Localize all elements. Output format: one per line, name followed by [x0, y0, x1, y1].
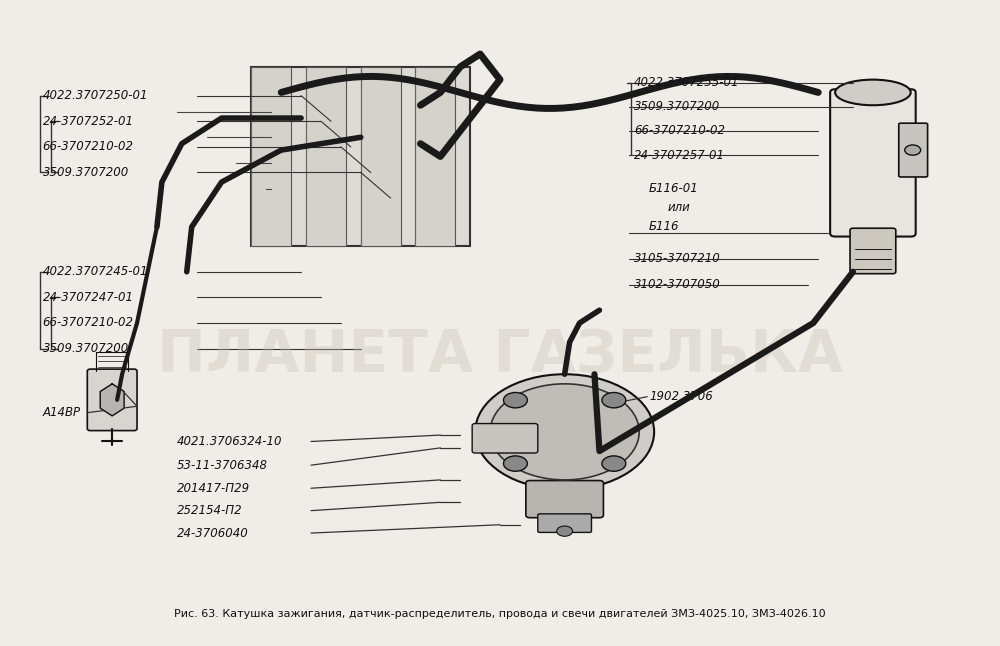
FancyBboxPatch shape	[538, 514, 591, 532]
Text: или: или	[667, 201, 690, 214]
Text: 24-3707247-01: 24-3707247-01	[43, 291, 134, 304]
Circle shape	[503, 393, 527, 408]
Circle shape	[503, 456, 527, 472]
Text: 66-3707210-02: 66-3707210-02	[634, 125, 725, 138]
Circle shape	[602, 393, 626, 408]
Circle shape	[475, 374, 654, 490]
Ellipse shape	[835, 79, 911, 105]
Bar	[415, 67, 455, 246]
Text: 66-3707210-02: 66-3707210-02	[43, 317, 134, 329]
Text: Б116: Б116	[649, 220, 680, 233]
Text: 24-3706040: 24-3706040	[177, 526, 249, 539]
Text: Рис. 63. Катушка зажигания, датчик-распределитель, провода и свечи двигателей ЗМ: Рис. 63. Катушка зажигания, датчик-распр…	[174, 609, 826, 620]
Text: 53-11-3706348: 53-11-3706348	[177, 459, 268, 472]
Circle shape	[490, 384, 639, 480]
Circle shape	[557, 526, 573, 536]
FancyBboxPatch shape	[251, 67, 470, 246]
Text: 3509.3707200: 3509.3707200	[43, 166, 129, 179]
FancyBboxPatch shape	[526, 481, 603, 517]
Text: А14ВР: А14ВР	[43, 406, 81, 419]
Bar	[306, 67, 346, 246]
Text: 4022.3707245-01: 4022.3707245-01	[43, 266, 148, 278]
Text: 252154-П2: 252154-П2	[177, 504, 242, 517]
Text: ПЛАНЕТА ГАЗЕЛЬКА: ПЛАНЕТА ГАЗЕЛЬКА	[157, 326, 843, 384]
Circle shape	[602, 456, 626, 472]
FancyBboxPatch shape	[850, 228, 896, 274]
Bar	[251, 67, 291, 246]
FancyBboxPatch shape	[899, 123, 928, 177]
Polygon shape	[100, 384, 124, 416]
FancyBboxPatch shape	[472, 424, 538, 453]
FancyBboxPatch shape	[830, 89, 916, 236]
Circle shape	[905, 145, 921, 155]
Text: 3509.3707200: 3509.3707200	[634, 100, 721, 113]
Text: 3509.3707200: 3509.3707200	[43, 342, 129, 355]
Text: 24-3707257-01: 24-3707257-01	[634, 149, 725, 162]
Text: 4021.3706324-10: 4021.3706324-10	[177, 435, 282, 448]
Text: 3102-3707050: 3102-3707050	[634, 278, 721, 291]
Text: 1902.3706: 1902.3706	[649, 390, 713, 403]
FancyBboxPatch shape	[87, 369, 137, 431]
Text: 3105-3707210: 3105-3707210	[634, 253, 721, 266]
Text: Б116-01: Б116-01	[649, 182, 699, 195]
Bar	[361, 67, 401, 246]
Text: 66-3707210-02: 66-3707210-02	[43, 140, 134, 153]
Text: 4022.3707250-01: 4022.3707250-01	[43, 89, 148, 102]
Text: 24-3707252-01: 24-3707252-01	[43, 115, 134, 128]
Text: 4022.3707255-01: 4022.3707255-01	[634, 76, 740, 89]
Text: 201417-П29: 201417-П29	[177, 482, 250, 495]
